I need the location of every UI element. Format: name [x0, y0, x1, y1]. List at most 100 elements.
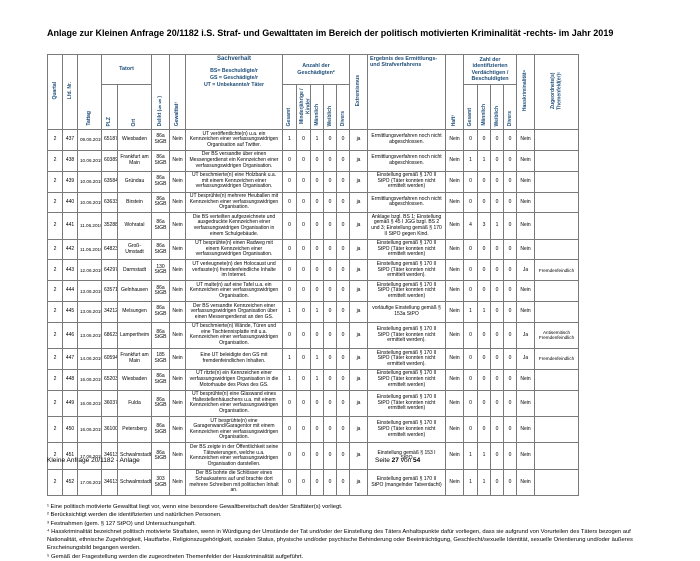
cell-i_gesamt: 0	[463, 280, 479, 302]
cell-extremismus: ja	[349, 348, 369, 370]
cell-haft: Nein	[445, 321, 465, 350]
cell-hasskriminalitaet: Nein	[516, 468, 536, 497]
cell-i_weiblich: 0	[490, 389, 505, 418]
cell-ort: Frankfurt am Main	[117, 149, 152, 172]
header-plz: PLZ	[101, 83, 118, 131]
footer-page-total: 54	[412, 457, 421, 464]
cell-ergebnis: Einstellung gemäß § 170 II StPO (Täter k…	[367, 280, 447, 302]
header-tattag: Tattag	[77, 53, 102, 131]
cell-i_weiblich: 0	[490, 348, 505, 370]
cell-i_maennlich: 0	[477, 170, 492, 193]
cell-themenfeld	[534, 280, 580, 302]
cell-g_divers: 0	[335, 368, 351, 391]
header-ort: Ort	[117, 83, 152, 131]
cell-ergebnis: Einstellung gemäß § 170 II StPO (Täter k…	[367, 321, 447, 350]
cell-g_weiblich: 0	[323, 149, 337, 172]
cell-plz: 60594	[101, 348, 118, 370]
cell-sachverhalt: UT veröffentlichte(n) u.a. ein Kennzeich…	[185, 129, 283, 151]
header-g-minderjaehrige: Minderjährige / Kinder	[296, 83, 311, 131]
footer-page-prefix: Seite	[375, 457, 390, 464]
cell-i_divers: 0	[503, 170, 518, 193]
footer-page-number: Seite 27 von 54	[375, 457, 420, 464]
table-row: 2 446 13.06.2019 68623 Lampertheim 86a StGB Ne…	[47, 321, 580, 350]
cell-delikt: 86a StGB	[151, 368, 170, 391]
cell-tattag: 13.06.2019	[77, 301, 102, 323]
cell-sachverhalt: UT malte(n) auf eine Tafel u.a. ein Kenn…	[185, 280, 283, 302]
header-i-gesamt: Gesamt	[463, 83, 479, 131]
cell-haft: Nein	[445, 259, 465, 282]
cell-i_weiblich: 0	[490, 238, 505, 261]
cell-g_weiblich: 0	[323, 191, 337, 214]
cell-quartal: 2	[47, 468, 63, 497]
cell-ort: Darmstadt	[117, 259, 152, 282]
cell-ergebnis: Einstellung gemäß § 170 II StPO (Täter k…	[367, 389, 447, 418]
cell-i_divers: 0	[503, 212, 518, 240]
header-g-maennlich: Männlich	[310, 83, 324, 131]
cell-hasskriminalitaet: Nein	[516, 416, 536, 444]
cell-g_gesamt: 1	[282, 348, 297, 370]
cell-i_weiblich: 0	[490, 442, 505, 470]
cell-g_gesamt: 0	[282, 389, 297, 418]
cell-i_gesamt: 0	[463, 238, 479, 261]
cell-lfd_nr: 445	[62, 301, 78, 323]
cell-tattag: 17.06.2019	[77, 468, 102, 497]
table-row: 2 449 16.06.2019 36037 Fulda 86a StGB Nein UT b…	[47, 389, 580, 418]
cell-i_divers: 0	[503, 129, 518, 151]
header-themenfeld: Zugeordnete(s) Themenfeld(er)⁵	[534, 53, 580, 131]
footnote: ¹ Eine politisch motivierte Gewalttat li…	[47, 504, 343, 511]
table-row: 2 447 14.06.2019 60594 Frankfurt am Main 185 …	[47, 348, 580, 370]
cell-g_maennlich: 0	[310, 321, 324, 350]
cell-delikt: 86a StGB	[151, 280, 170, 302]
cell-sachverhalt: Eine UT beleidigte den GS mit fremdenfei…	[185, 348, 283, 370]
cell-g_weiblich: 0	[323, 170, 337, 193]
cell-i_divers: 0	[503, 389, 518, 418]
cell-g_gesamt: 0	[282, 170, 297, 193]
cell-themenfeld	[534, 468, 580, 497]
cell-g_divers: 0	[335, 170, 351, 193]
cell-themenfeld	[534, 191, 580, 214]
cell-lfd_nr: 449	[62, 389, 78, 418]
cell-extremismus: ja	[349, 191, 369, 214]
cell-sachverhalt: UT besprühte(n) eine Garagenwand/Garagen…	[185, 416, 283, 444]
cell-g_minderjaehrige: 0	[296, 259, 311, 282]
cell-i_gesamt: 0	[463, 368, 479, 391]
header-hasskriminalitaet: Hasskriminalität⁴	[516, 53, 536, 131]
cell-ergebnis: Ermittlungsverfahren noch nicht abgeschl…	[367, 149, 447, 172]
cell-ort: Lampertheim	[117, 321, 152, 350]
cell-extremismus: ja	[349, 238, 369, 261]
cell-ort: Frankfurt am Main	[117, 348, 152, 370]
table-row: 2 438 10.06.2019 60389 Frankfurt am Main 86a …	[47, 149, 580, 172]
cell-tattag: 14.06.2019	[77, 348, 102, 370]
cell-hasskriminalitaet: Nein	[516, 170, 536, 193]
cell-lfd_nr: 443	[62, 259, 78, 282]
table-row: 2 443 12.06.2019 64297 Darmstadt 130 StGB Nein…	[47, 259, 580, 282]
cell-haft: Nein	[445, 416, 465, 444]
cell-i_maennlich: 0	[477, 348, 492, 370]
cell-extremismus: ja	[349, 170, 369, 193]
cell-hasskriminalitaet: Ja	[516, 348, 536, 370]
cell-g_maennlich: 0	[310, 468, 324, 497]
cell-g_minderjaehrige: 0	[296, 170, 311, 193]
cell-plz: 63571	[101, 280, 118, 302]
cell-g_weiblich: 0	[323, 416, 337, 444]
cell-gewalttat: Nein	[169, 348, 186, 370]
cell-plz: 68623	[101, 321, 118, 350]
cell-g_gesamt: 0	[282, 280, 297, 302]
cell-g_weiblich: 0	[323, 442, 337, 470]
cell-gewalttat: Nein	[169, 368, 186, 391]
cell-ergebnis: Einstellung gemäß § 170 II StPO (Täter k…	[367, 348, 447, 370]
cell-extremismus: ja	[349, 468, 369, 497]
header-lfd-nr: Lfd. Nr.	[62, 53, 78, 131]
cell-g_divers: 0	[335, 149, 351, 172]
cell-g_minderjaehrige: 0	[296, 149, 311, 172]
header-i-divers: Divers	[503, 83, 518, 131]
header-gewalttat: Gewalttat¹	[169, 53, 186, 131]
cell-tattag: 17.06.2019	[77, 442, 102, 470]
cell-i_divers: 0	[503, 259, 518, 282]
cell-g_gesamt: 0	[282, 212, 297, 240]
cell-themenfeld: Fremdenfeindlich	[534, 348, 580, 370]
footer-page-current: 27	[391, 457, 399, 464]
legend-ut: UT = Unbekannte/r Täter	[203, 81, 265, 88]
cell-ergebnis: Einstellung gemäß § 153 I StPO	[367, 442, 447, 470]
